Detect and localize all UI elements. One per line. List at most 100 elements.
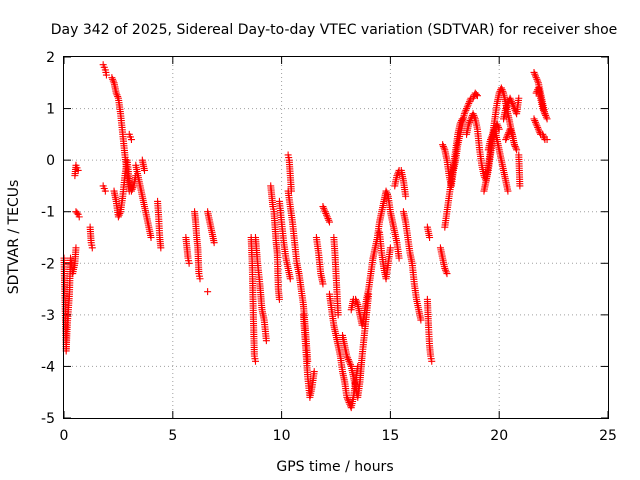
- data-point: [439, 141, 447, 149]
- data-point: [439, 142, 447, 150]
- data-point: [157, 244, 165, 252]
- data-point: [442, 266, 450, 274]
- data-point: [353, 299, 361, 307]
- x-tick-label: 15: [381, 428, 399, 444]
- data-point: [498, 86, 506, 94]
- data-point: [129, 184, 137, 192]
- data-point: [320, 204, 328, 212]
- data-point: [457, 118, 465, 126]
- data-point: [382, 187, 390, 195]
- data-point: [128, 185, 136, 193]
- x-tick-label: 5: [168, 428, 177, 444]
- data-point: [508, 98, 516, 106]
- plot-frame: [63, 56, 609, 419]
- x-tick-label: 10: [273, 428, 291, 444]
- data-point: [464, 101, 472, 109]
- data-point: [386, 244, 394, 252]
- data-point: [508, 99, 516, 107]
- data-point: [532, 120, 540, 128]
- data-point: [506, 94, 514, 102]
- data-point: [531, 70, 539, 78]
- data-point: [540, 108, 548, 116]
- data-point: [334, 311, 342, 319]
- data-point: [502, 136, 510, 144]
- data-point: [352, 297, 360, 305]
- data-point: [531, 118, 539, 126]
- data-point: [112, 89, 120, 97]
- data-point: [325, 216, 333, 224]
- data-point: [543, 115, 551, 123]
- data-point: [488, 132, 496, 140]
- data-point: [352, 295, 360, 303]
- data-point: [73, 209, 81, 217]
- data-point: [506, 125, 514, 133]
- data-point: [466, 96, 474, 104]
- data-point: [394, 170, 402, 178]
- data-point: [542, 111, 550, 119]
- data-point: [463, 103, 471, 111]
- data-point: [343, 352, 351, 360]
- y-tick-label: -3: [41, 308, 55, 324]
- data-point: [347, 361, 355, 369]
- data-point: [470, 111, 478, 119]
- y-tick-label: -4: [41, 359, 55, 375]
- data-point: [321, 208, 329, 216]
- data-point: [275, 295, 283, 303]
- data-point: [533, 75, 541, 83]
- data-point: [542, 113, 550, 121]
- data-point: [113, 91, 121, 99]
- data-point: [102, 71, 110, 79]
- data-point: [393, 172, 401, 180]
- data-point: [345, 357, 353, 365]
- data-point: [319, 280, 327, 288]
- data-point: [536, 129, 544, 137]
- data-point: [534, 123, 542, 131]
- data-point: [114, 213, 122, 221]
- data-points: [60, 61, 551, 412]
- data-point: [344, 354, 352, 362]
- data-point: [383, 191, 391, 199]
- data-point: [515, 94, 523, 102]
- data-point: [535, 127, 543, 135]
- data-point: [539, 105, 547, 113]
- data-point: [147, 234, 155, 241]
- data-point: [486, 136, 494, 144]
- data-point: [442, 268, 450, 276]
- data-point: [428, 357, 436, 365]
- data-point: [507, 127, 515, 135]
- data-point: [465, 98, 473, 106]
- data-point: [461, 108, 469, 116]
- data-point: [469, 94, 477, 102]
- data-point: [346, 359, 354, 367]
- data-point: [531, 72, 539, 80]
- x-tick-label: 20: [490, 428, 508, 444]
- data-point: [185, 259, 193, 267]
- data-point: [512, 144, 520, 152]
- data-point: [319, 203, 327, 211]
- data-point: [504, 187, 512, 195]
- data-point: [463, 105, 471, 113]
- data-point: [325, 218, 333, 226]
- data-point: [324, 215, 332, 223]
- data-point: [530, 115, 538, 123]
- data-point: [322, 209, 330, 217]
- data-point: [540, 134, 548, 142]
- data-point: [440, 144, 448, 152]
- data-point: [441, 264, 449, 272]
- y-tick-label: -5: [41, 411, 55, 427]
- y-tick-label: -1: [41, 205, 55, 221]
- data-point: [114, 93, 122, 101]
- data-point: [510, 141, 518, 149]
- x-tick-label: 25: [599, 428, 617, 444]
- data-point: [109, 77, 117, 85]
- data-point: [499, 87, 507, 95]
- data-point: [516, 182, 524, 190]
- data-point: [286, 275, 294, 283]
- data-point: [127, 136, 135, 144]
- data-point: [344, 356, 352, 364]
- x-tick-label: 0: [60, 428, 69, 444]
- data-point: [502, 103, 510, 111]
- data-point: [101, 187, 109, 195]
- data-point: [539, 106, 547, 114]
- data-point: [465, 99, 473, 107]
